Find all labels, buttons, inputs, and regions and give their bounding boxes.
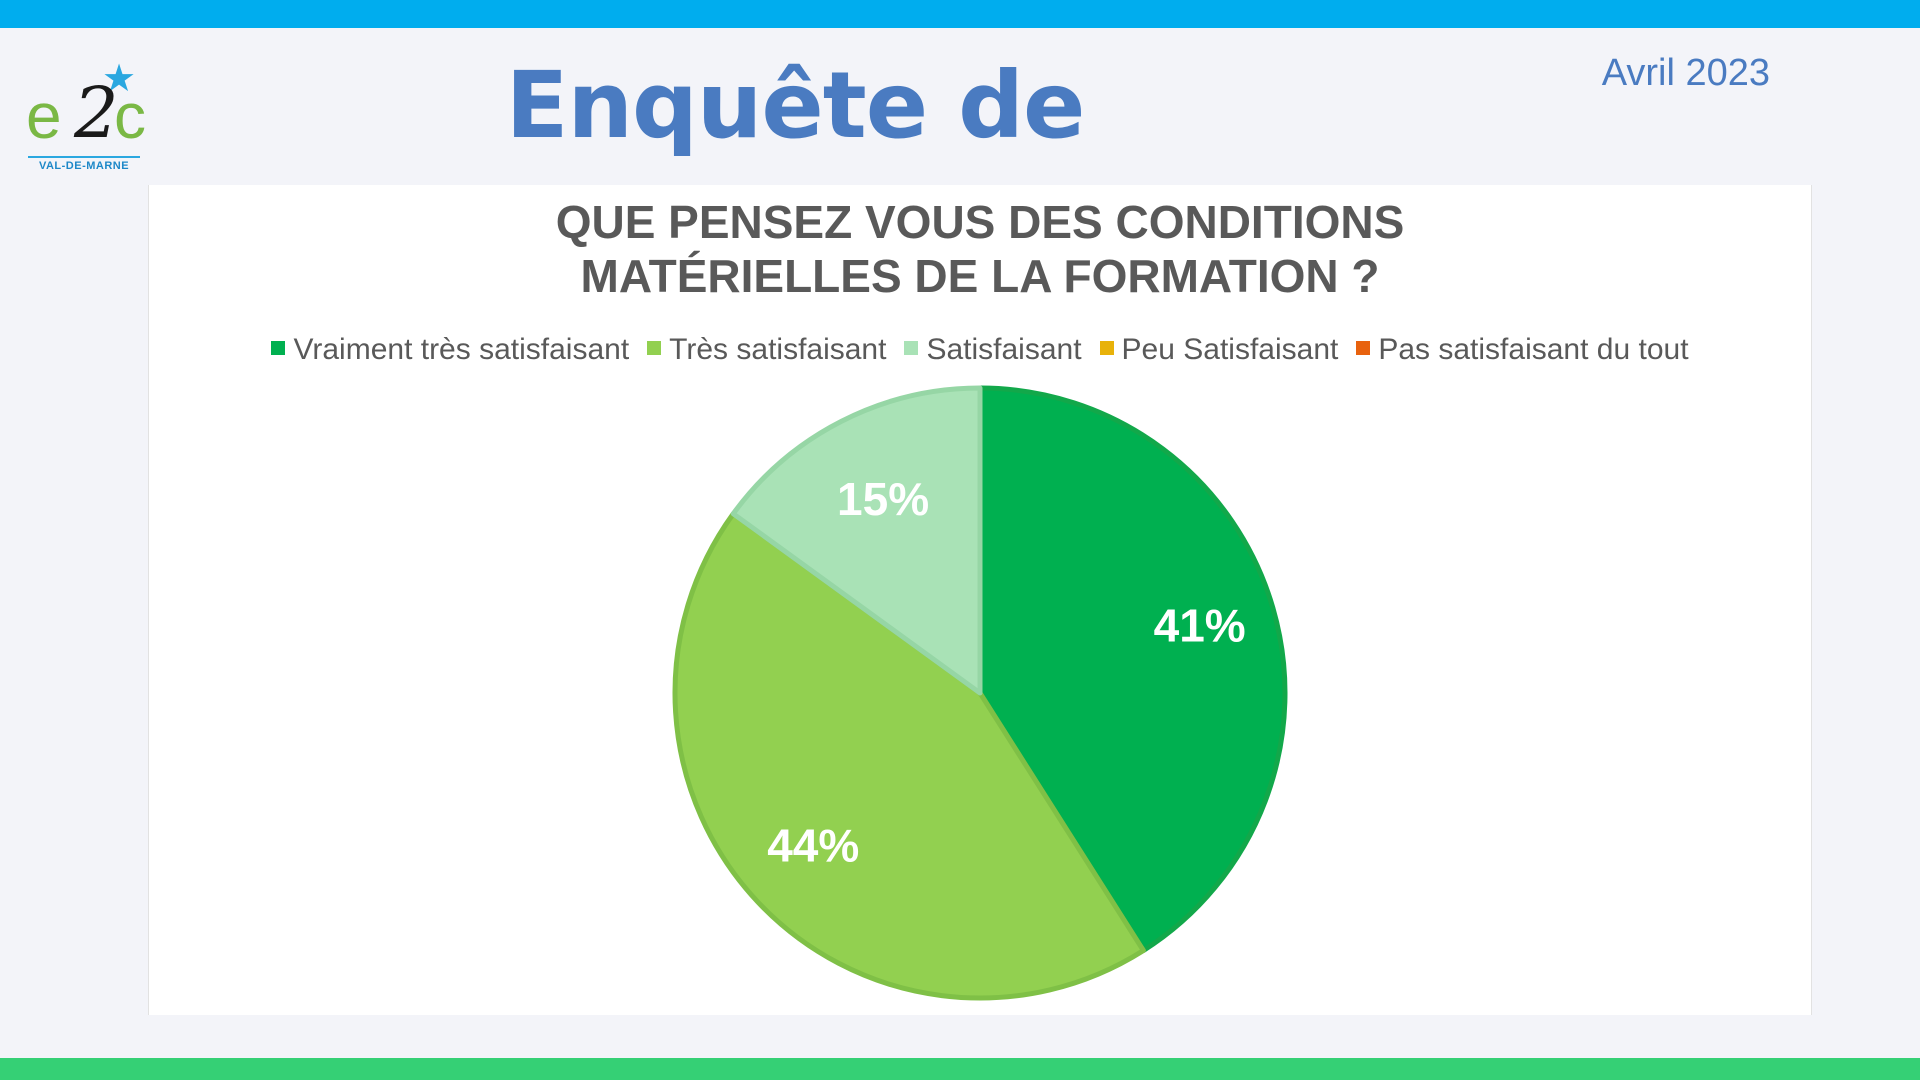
data-label: 15% — [837, 473, 929, 525]
legend-swatch — [1099, 341, 1114, 356]
legend-swatch — [1356, 341, 1371, 356]
legend-label: Pas satisfaisant du tout — [1378, 333, 1689, 366]
date-label: Avril 2023 — [1601, 52, 1770, 94]
e2c-logo: ★ e 2 c VAL-DE-MARNE — [22, 60, 152, 188]
logo-region: VAL-DE-MARNE — [38, 160, 130, 172]
logo-letter-2: 2 — [74, 72, 119, 154]
legend-label: Satisfaisant — [926, 333, 1082, 366]
legend-item: Vraiment très satisfaisant — [271, 333, 629, 367]
top-accent-bar — [0, 0, 1920, 28]
pie-slice — [672, 511, 1146, 1001]
legend-item: Pas satisfaisant du tout — [1356, 333, 1689, 367]
legend-swatch — [904, 341, 919, 356]
legend-swatch — [271, 341, 286, 356]
legend-label: Très satisfaisant — [669, 333, 887, 366]
chart-legend: Vraiment très satisfaisant Très satisfais… — [149, 333, 1811, 367]
chart-title-line-1: QUE PENSEZ VOUS DES CONDITIONS — [555, 196, 1405, 248]
bottom-accent-bar — [0, 1058, 1920, 1080]
logo-letter-e: e — [26, 80, 62, 152]
logo-letter-c: c — [114, 80, 146, 152]
logo-underline — [28, 156, 140, 158]
legend-label: Vraiment très satisfaisant — [293, 333, 630, 366]
pie-slice — [730, 385, 983, 696]
star-icon: ★ — [102, 58, 137, 100]
pie-chart: 41% 44% 15% — [672, 385, 1288, 1001]
chart-title-line-2: MATÉRIELLES DE LA FORMATION ? — [580, 250, 1380, 302]
legend-label: Peu Satisfaisant — [1121, 333, 1339, 366]
legend-swatch — [647, 341, 662, 356]
legend-item: Satisfaisant — [904, 333, 1082, 367]
legend-item: Très satisfaisant — [647, 333, 886, 367]
data-label: 44% — [767, 820, 859, 872]
legend-item: Peu Satisfaisant — [1099, 333, 1339, 367]
chart-title: QUE PENSEZ VOUS DES CONDITIONS MATÉRIELL… — [149, 195, 1811, 303]
chart-panel: QUE PENSEZ VOUS DES CONDITIONS MATÉRIELL… — [148, 185, 1812, 1015]
data-label: 41% — [1154, 599, 1246, 651]
